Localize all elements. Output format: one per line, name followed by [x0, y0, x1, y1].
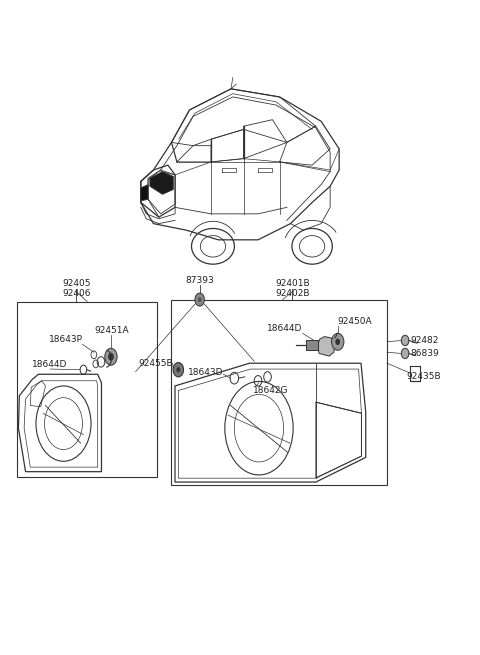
Circle shape: [401, 335, 409, 346]
Circle shape: [332, 333, 344, 350]
Text: 18642G: 18642G: [253, 386, 289, 395]
Bar: [17, 301, 157, 477]
Text: 18643D: 18643D: [188, 369, 223, 377]
Circle shape: [401, 348, 409, 359]
Bar: [171, 299, 387, 485]
Circle shape: [198, 297, 202, 302]
Text: 92405
92406: 92405 92406: [62, 279, 91, 298]
Polygon shape: [141, 185, 148, 201]
Text: 92450A: 92450A: [337, 317, 372, 326]
Text: 92435B: 92435B: [406, 371, 441, 381]
Text: 18643P: 18643P: [48, 335, 83, 344]
Text: 92451A: 92451A: [95, 326, 129, 335]
Circle shape: [108, 353, 114, 361]
Circle shape: [336, 339, 340, 345]
Text: 92482: 92482: [411, 336, 439, 345]
Text: 18644D: 18644D: [32, 360, 68, 369]
Bar: [306, 340, 318, 350]
Polygon shape: [150, 172, 173, 195]
Text: 18644D: 18644D: [267, 324, 302, 333]
Text: 86839: 86839: [411, 349, 440, 358]
Polygon shape: [317, 337, 335, 356]
Text: 92401B
92402B: 92401B 92402B: [275, 279, 310, 298]
Circle shape: [177, 367, 180, 372]
Circle shape: [105, 348, 117, 365]
Circle shape: [195, 293, 204, 306]
Circle shape: [173, 363, 183, 377]
Text: 87393: 87393: [185, 276, 214, 284]
Text: 92455B: 92455B: [138, 359, 173, 367]
